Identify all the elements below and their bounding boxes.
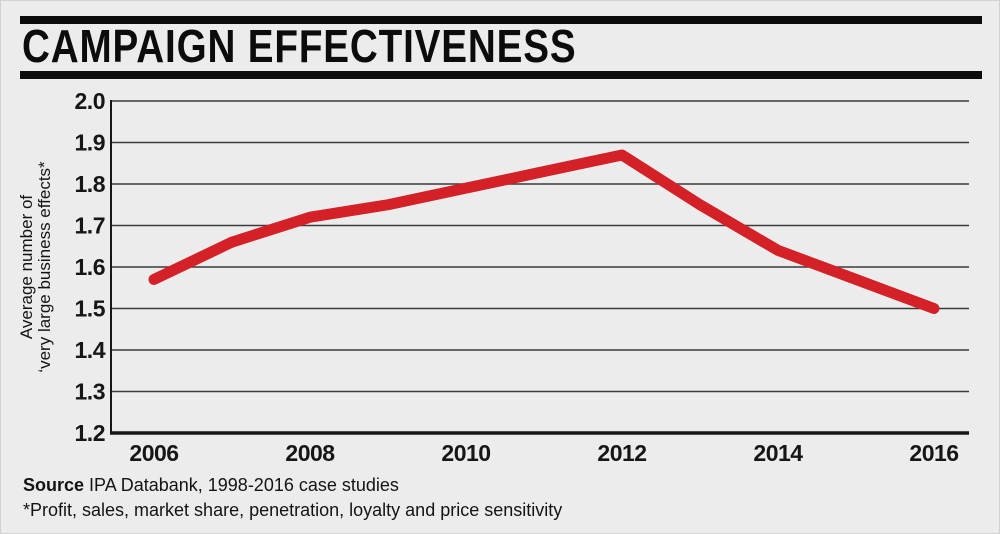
y-axis-title: Average number of [17, 195, 36, 340]
x-tick-label: 2014 [753, 440, 803, 466]
y-tick-label: 1.3 [75, 379, 105, 405]
y-axis-title: ‘very large business effects* [35, 161, 54, 373]
source-label: Source [23, 475, 85, 495]
effectiveness-line [148, 149, 940, 314]
source-line: Source IPA Databank, 1998-2016 case studi… [23, 475, 399, 497]
x-tick-label: 2016 [909, 440, 958, 466]
y-tick-label: 1.4 [75, 337, 106, 363]
y-tick-label: 1.2 [75, 420, 105, 446]
y-tick-label: 2.0 [75, 88, 105, 114]
y-tick-label: 1.7 [75, 213, 105, 239]
x-tick-label: 2008 [285, 440, 335, 466]
x-tick-label: 2010 [441, 440, 490, 466]
source-text: IPA Databank, 1998-2016 case studies [89, 475, 399, 495]
y-tick-label: 1.5 [75, 296, 106, 322]
page-title: CAMPAIGN EFFECTIVENESS [22, 20, 577, 72]
x-tick-label: 2012 [597, 440, 646, 466]
y-tick-label: 1.9 [75, 130, 105, 156]
title-rule-top [20, 16, 982, 24]
y-tick-label: 1.8 [75, 171, 106, 197]
title-rule-bottom [20, 71, 982, 79]
x-tick-label: 2006 [129, 440, 178, 466]
footnote: *Profit, sales, market share, penetratio… [23, 500, 563, 520]
y-tick-label: 1.6 [75, 254, 105, 280]
